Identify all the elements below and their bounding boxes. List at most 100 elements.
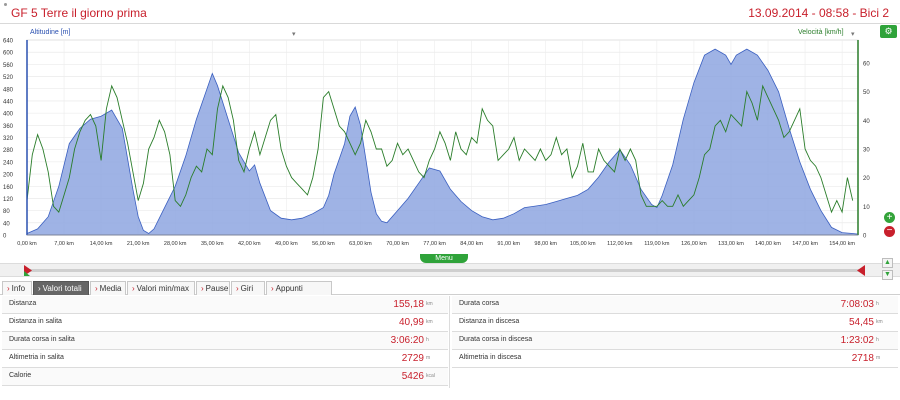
y-tick-label: 0: [3, 234, 7, 240]
x-tick-label: 28,00 km: [164, 241, 187, 247]
handle-right-icon: [857, 265, 865, 276]
tab-label: Info: [11, 284, 26, 293]
stat-row: Durata corsa in discesa 1:23:02 h: [452, 332, 898, 350]
stat-unit: m: [426, 355, 431, 361]
y-tick-label: 40: [3, 221, 10, 227]
zoom-out-button[interactable]: −: [884, 226, 895, 237]
menu-toggle[interactable]: Menu: [420, 254, 468, 263]
stat-row: Altimetria in salita 2729 m: [2, 350, 448, 368]
stat-label: Durata corsa in discesa: [459, 336, 533, 343]
pin-icon: [4, 3, 7, 6]
tab-valori-totali[interactable]: › Valori totali: [33, 281, 89, 295]
tab-valori-min-max[interactable]: › Valori min/max: [127, 281, 195, 295]
chart-settings-button[interactable]: ⚙: [880, 25, 897, 38]
tab-pause[interactable]: › Pause: [196, 281, 230, 295]
gear-icon: ⚙: [884, 26, 893, 36]
stat-label: Durata corsa in salita: [9, 336, 75, 343]
x-tick-label: 21,00 km: [127, 241, 150, 247]
x-tick-label: 0,00 km: [17, 241, 37, 247]
x-tick-label: 91,00 km: [497, 241, 520, 247]
y-tick-label: 480: [3, 87, 14, 93]
tab-label: Appunti: [275, 284, 303, 293]
chevron-up-icon: ▲: [884, 259, 891, 266]
stat-value: 3:06:20: [390, 335, 424, 346]
tab-media[interactable]: › Media: [90, 281, 126, 295]
x-tick-label: 154,00 km: [829, 241, 855, 247]
right-selector-caret-icon[interactable]: ▾: [851, 31, 855, 38]
left-series-selector[interactable]: Altitudine [m]: [30, 29, 71, 36]
tab-giri[interactable]: › Giri: [231, 281, 265, 295]
chevron-right-icon: ›: [132, 284, 135, 293]
plus-icon: +: [886, 212, 893, 223]
range-selector: [0, 263, 900, 277]
x-tick-label: 84,00 km: [460, 241, 483, 247]
y-tick-label: 160: [3, 185, 14, 191]
y2-axis-ticks: 0 10 20 30 40 50 60: [863, 61, 870, 239]
x-tick-label: 42,00 km: [238, 241, 261, 247]
stat-row: Distanza 155,18 km: [2, 296, 448, 314]
y-tick-label: 80: [3, 209, 10, 215]
stat-label: Distanza in salita: [9, 318, 62, 325]
y2-tick-label: 60: [863, 61, 870, 67]
stat-value: 2718: [851, 353, 874, 364]
scroll-up-button[interactable]: ▲: [882, 258, 893, 268]
range-end-handle[interactable]: [857, 265, 865, 276]
zoom-in-button[interactable]: +: [884, 212, 895, 223]
tab-label: Pause: [205, 284, 229, 293]
y-tick-label: 640: [3, 39, 14, 45]
chevron-right-icon: ›: [271, 284, 274, 293]
x-tick-label: 98,00 km: [534, 241, 557, 247]
stat-row: Durata corsa 7:08:03 h: [452, 296, 898, 314]
y2-tick-label: 0: [863, 234, 867, 240]
y-tick-label: 440: [3, 99, 14, 105]
range-track[interactable]: [30, 269, 862, 272]
x-tick-label: 77,00 km: [423, 241, 446, 247]
stats-right-column: Durata corsa 7:08:03 h Distanza in discesa 5…: [452, 296, 898, 368]
stat-label: Durata corsa: [459, 300, 500, 307]
stat-value: 5426: [401, 371, 424, 382]
workout-title: GF 5 Terre il giorno prima: [11, 6, 147, 20]
stat-value: 40,99: [398, 317, 424, 328]
y-tick-label: 200: [3, 173, 14, 179]
stat-value: 1:23:02: [840, 335, 874, 346]
tab-label: Media: [99, 284, 122, 293]
tab-appunti[interactable]: › Appunti: [266, 281, 332, 295]
y-tick-label: 320: [3, 136, 14, 142]
right-series-selector[interactable]: Velocità [km/h]: [798, 29, 844, 36]
stat-label: Altimetria in discesa: [459, 354, 522, 361]
stat-unit: kcal: [426, 373, 435, 379]
altitude-series: [26, 48, 859, 236]
altitude-speed-chart[interactable]: 0408012016020024028032036040044048052056…: [0, 25, 900, 251]
scroll-down-button[interactable]: ▼: [882, 270, 893, 280]
left-selector-caret-icon[interactable]: ▾: [292, 31, 296, 38]
stats-left-column: Distanza 155,18 km Distanza in salita 40,99 k…: [2, 296, 448, 386]
x-axis-ticks: 0,00 km 7,00 km 14,00 km 21,00 km 28,00 km 35…: [17, 241, 855, 247]
chevron-down-icon: ▼: [884, 271, 891, 278]
stat-unit: km: [876, 319, 883, 325]
x-tick-label: 35,00 km: [201, 241, 224, 247]
tab-bar: › Info › Valori totali › Media › Valori min/max…: [0, 280, 900, 295]
y-tick-label: 360: [3, 124, 14, 130]
x-tick-label: 70,00 km: [386, 241, 409, 247]
range-start-handle[interactable]: [24, 265, 32, 276]
y-tick-label: 120: [3, 197, 14, 203]
y-axis-ticks: 0 40 80 120 160 200 240 280 320 360 400 440 480 520 56…: [3, 39, 14, 240]
stat-row: Distanza in discesa 54,45 km: [452, 314, 898, 332]
y-tick-label: 400: [3, 112, 14, 118]
tab-label: Valori totali: [42, 284, 82, 293]
stat-row: Distanza in salita 40,99 km: [2, 314, 448, 332]
stats-panel: Distanza 155,18 km Distanza in salita 40,99 k…: [0, 296, 900, 400]
x-tick-label: 140,00 km: [755, 241, 781, 247]
x-tick-label: 105,00 km: [570, 241, 596, 247]
stat-label: Altimetria in salita: [9, 354, 64, 361]
tab-info[interactable]: › Info: [2, 281, 32, 295]
x-tick-label: 147,00 km: [792, 241, 818, 247]
stat-label: Distanza in discesa: [459, 318, 520, 325]
stat-row: Durata corsa in salita 3:06:20 h: [2, 332, 448, 350]
stat-label: Calorie: [9, 372, 32, 379]
chevron-right-icon: ›: [95, 284, 98, 293]
stat-row: Calorie 5426 kcal: [2, 368, 448, 386]
x-tick-label: 56,00 km: [312, 241, 335, 247]
y2-tick-label: 40: [863, 119, 870, 125]
y-tick-label: 280: [3, 148, 14, 154]
